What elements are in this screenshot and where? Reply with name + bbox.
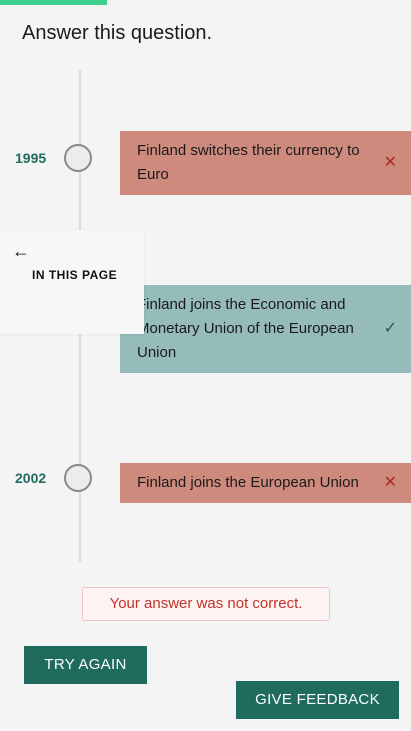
- cross-icon: ✕: [383, 474, 397, 491]
- year-label-2002: 2002: [15, 470, 47, 486]
- question-title: Answer this question.: [22, 22, 213, 44]
- in-this-page-label: IN THIS PAGE: [32, 268, 118, 282]
- progress-bar: [0, 0, 411, 5]
- timeline-node[interactable]: [64, 464, 92, 492]
- event-card[interactable]: Finland joins the European Union ✕: [120, 463, 411, 503]
- give-feedback-button[interactable]: GIVE FEEDBACK: [236, 681, 399, 719]
- event-card[interactable]: Finland switches their currency to Euro …: [120, 131, 411, 195]
- timeline-node[interactable]: [64, 144, 92, 172]
- event-card[interactable]: Finland joins the Economic and Monetary …: [120, 285, 411, 373]
- event-text: Finland switches their currency to Euro: [137, 142, 360, 183]
- try-again-button[interactable]: TRY AGAIN: [24, 646, 147, 684]
- arrow-left-icon[interactable]: ←: [12, 241, 30, 261]
- result-message: Your answer was not correct.: [82, 587, 330, 621]
- progress-fill: [0, 0, 107, 5]
- check-icon: ✓: [383, 320, 397, 337]
- event-text: Finland joins the European Union: [137, 474, 359, 491]
- in-this-page-panel[interactable]: ← IN THIS PAGE: [0, 230, 144, 334]
- event-text: Finland joins the Economic and Monetary …: [137, 296, 354, 361]
- year-label-1995: 1995: [15, 150, 47, 166]
- cross-icon: ✕: [383, 154, 397, 171]
